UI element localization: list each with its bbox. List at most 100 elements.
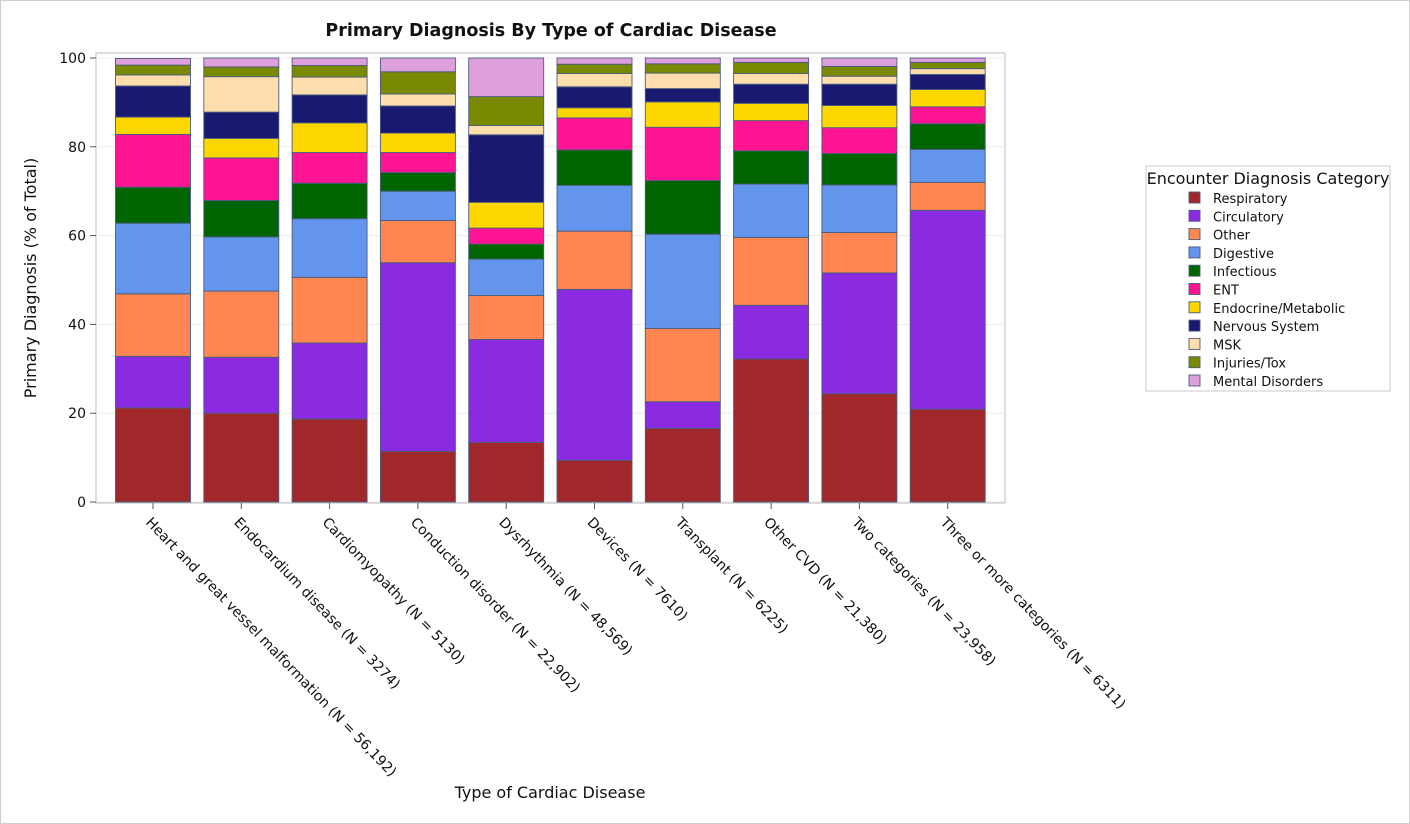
bar-segment <box>379 57 456 73</box>
bar-segment <box>291 76 368 96</box>
bar-segment <box>115 293 191 357</box>
bar-segment <box>821 57 898 67</box>
bar-segment <box>821 232 898 274</box>
bar-segment <box>644 401 721 429</box>
bar-segment <box>644 63 721 74</box>
bar-segment <box>468 57 545 98</box>
bar-segment <box>468 96 545 126</box>
bar-segment <box>468 442 545 503</box>
bar-segment <box>379 105 456 134</box>
bar-segment <box>379 220 456 264</box>
legend: Encounter Diagnosis Category Respiratory… <box>1145 165 1391 392</box>
x-axis-title: Type of Cardiac Disease <box>454 783 646 802</box>
bar-segment <box>291 418 368 503</box>
y-tick-label: 80 <box>68 140 86 156</box>
bar-segment <box>379 450 456 503</box>
legend-label: Respiratory <box>1213 192 1288 207</box>
y-tick-label: 20 <box>68 406 86 422</box>
bar-segment <box>733 150 810 185</box>
bar-stack <box>644 57 721 503</box>
bar-segment <box>468 339 545 443</box>
legend-title: Encounter Diagnosis Category <box>1147 169 1390 188</box>
bar-segment <box>379 190 456 221</box>
bar-segment <box>115 116 191 135</box>
legend-swatch <box>1188 264 1201 277</box>
bar-segment <box>468 258 545 296</box>
bar-segment <box>115 133 191 188</box>
bar-segment <box>556 107 633 119</box>
bar-segment <box>909 149 986 183</box>
bar-segment <box>733 57 810 63</box>
legend-box <box>1145 165 1391 392</box>
bar-segment <box>203 66 280 78</box>
bar-segment <box>291 218 368 278</box>
y-tick-label: 0 <box>77 495 86 511</box>
bar-segment <box>909 209 986 410</box>
bar-segment <box>203 57 280 68</box>
bar-segment <box>909 181 986 211</box>
bar-segment <box>909 408 986 503</box>
bar-segment <box>291 152 368 184</box>
legend-label: Digestive <box>1213 247 1274 262</box>
bar-segment <box>733 83 810 104</box>
bar-segment <box>115 85 191 118</box>
bar-segment <box>733 183 810 238</box>
bar-segment <box>468 125 545 136</box>
bar-segment <box>733 120 810 152</box>
bar-segment <box>115 355 191 409</box>
bar-segment <box>203 76 280 113</box>
legend-swatch <box>1188 301 1201 314</box>
bar-segment <box>556 86 633 109</box>
bar-segment <box>909 106 986 125</box>
bar-segment <box>556 149 633 186</box>
bar-segment <box>115 222 191 295</box>
legend-label: Other <box>1213 229 1251 244</box>
legend-swatch <box>1188 374 1201 387</box>
bar-stack <box>291 57 368 503</box>
bar-segment <box>379 172 456 192</box>
bar-segment <box>379 71 456 95</box>
bar-segment <box>733 358 810 503</box>
y-axis-title: Primary Diagnosis (% of Total) <box>21 158 40 398</box>
y-tick-label: 100 <box>59 51 86 67</box>
bar-segment <box>468 201 545 229</box>
bar-segment <box>556 288 633 461</box>
bar-stack <box>115 57 191 503</box>
bar-segment <box>291 122 368 153</box>
bar-segment <box>468 134 545 203</box>
legend-label: Infectious <box>1213 265 1277 280</box>
bar-segment <box>556 459 633 503</box>
legend-swatch <box>1188 209 1201 222</box>
bar-segment <box>909 89 986 108</box>
bar-segment <box>556 184 633 232</box>
bar-segment <box>115 64 191 76</box>
legend-label: ENT <box>1213 284 1239 299</box>
bar-stack <box>203 57 280 503</box>
bar-segment <box>644 57 721 65</box>
bar-stack <box>468 57 545 503</box>
bar-segment <box>115 407 191 503</box>
legend-swatch <box>1188 246 1201 259</box>
bar-segment <box>733 73 810 85</box>
legend-swatch <box>1188 319 1201 332</box>
bar-segment <box>291 182 368 220</box>
y-tick-label: 40 <box>68 317 86 333</box>
bar-segment <box>644 72 721 90</box>
bar-stack <box>379 57 456 503</box>
legend-label: Mental Disorders <box>1213 375 1323 390</box>
bar-segment <box>733 102 810 122</box>
bar-segment <box>203 200 280 238</box>
bar-segment <box>909 68 986 75</box>
bar-segment <box>203 356 280 414</box>
bar-segment <box>379 262 456 452</box>
bar-segment <box>821 272 898 395</box>
bar-segment <box>468 243 545 260</box>
bar-segment <box>291 65 368 78</box>
bar-segment <box>115 57 191 66</box>
bar-segment <box>556 73 633 88</box>
bar-segment <box>644 126 721 182</box>
bar-segment <box>203 137 280 159</box>
bar-segment <box>821 393 898 503</box>
bar-segment <box>821 83 898 106</box>
